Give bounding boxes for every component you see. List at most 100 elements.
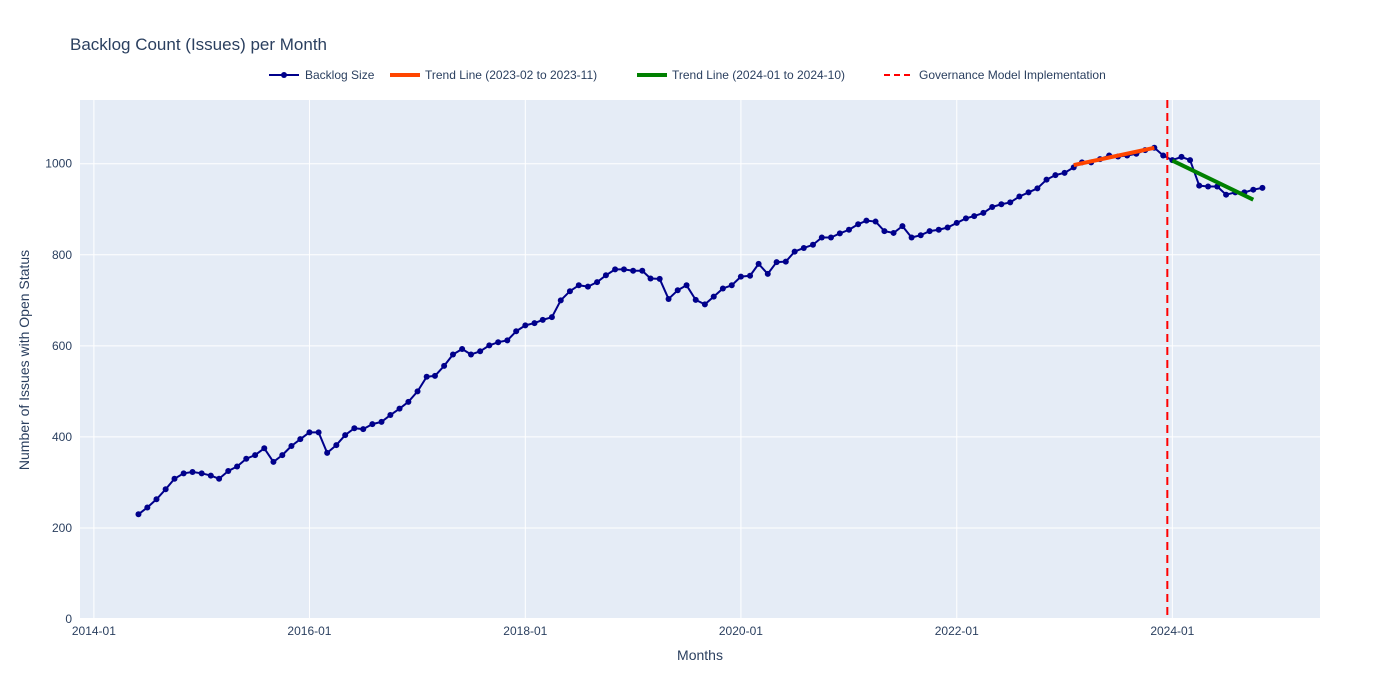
data-point-backlog (315, 429, 322, 436)
data-point-backlog (620, 266, 627, 273)
data-point-backlog (872, 218, 879, 225)
data-point-backlog (1034, 185, 1041, 192)
plot-area (80, 100, 1320, 619)
x-tick-label: 2024-01 (1150, 624, 1194, 638)
data-point-backlog (288, 443, 295, 449)
data-point-backlog (369, 421, 376, 428)
data-point-backlog (917, 232, 924, 239)
data-point-backlog (1160, 152, 1167, 159)
data-point-backlog (252, 452, 259, 459)
data-point-backlog (656, 275, 663, 282)
data-point-backlog (998, 201, 1005, 208)
data-point-backlog (944, 224, 951, 231)
data-point-backlog (1178, 153, 1185, 160)
data-point-backlog (584, 283, 591, 290)
data-point-backlog (890, 229, 897, 236)
data-point-backlog (513, 328, 520, 335)
data-point-backlog (782, 258, 789, 265)
data-point-backlog (441, 362, 448, 369)
legend-item-backlog[interactable]: Backlog Size (269, 68, 375, 82)
data-point-backlog (396, 405, 403, 412)
data-point-backlog (647, 275, 654, 282)
x-tick-label: 2016-01 (287, 624, 331, 638)
data-point-backlog (1007, 199, 1014, 206)
trend-line-2024 (1171, 158, 1255, 202)
data-point-backlog (953, 219, 960, 226)
data-point-backlog (467, 351, 474, 358)
data-point-backlog (153, 496, 160, 503)
data-point-backlog (306, 429, 313, 436)
data-point-backlog (935, 226, 942, 233)
data-point-backlog (630, 267, 637, 274)
data-point-backlog (665, 295, 672, 302)
data-point-backlog (459, 346, 466, 353)
data-point-backlog (737, 273, 744, 280)
data-point-backlog (791, 248, 798, 255)
data-point-backlog (612, 266, 619, 273)
data-point-backlog (908, 234, 915, 241)
data-point-backlog (692, 296, 699, 303)
chart-title: Backlog Count (Issues) per Month (70, 35, 327, 54)
legend-label-trend-1: Trend Line (2023-02 to 2023-11) (425, 68, 597, 82)
x-axis-label: Months (677, 647, 723, 663)
x-tick-label: 2014-01 (72, 624, 116, 638)
data-point-backlog (144, 504, 151, 511)
data-point-backlog (701, 301, 708, 308)
y-tick-label: 1000 (45, 157, 72, 171)
data-point-backlog (1223, 191, 1230, 198)
data-point-backlog (431, 372, 438, 379)
data-point-backlog (198, 470, 205, 477)
data-point-backlog (234, 463, 241, 470)
data-point-backlog (548, 314, 555, 321)
data-point-backlog (297, 436, 304, 443)
y-tick-label: 200 (52, 521, 72, 535)
data-point-backlog (827, 234, 834, 241)
data-point-backlog (683, 282, 690, 289)
data-point-backlog (1025, 189, 1032, 196)
data-point-backlog (1187, 157, 1194, 164)
x-axis-ticks: 2014-01 2016-01 2018-01 2020-01 2022-01 2024-… (72, 624, 1195, 638)
trend-line-2023 (1073, 145, 1155, 168)
y-axis-ticks: 0 200 400 600 800 1000 (45, 157, 72, 626)
data-point-backlog (836, 230, 843, 237)
data-point-backlog (360, 426, 367, 433)
data-point-backlog (225, 468, 232, 475)
data-point-backlog (243, 455, 250, 462)
data-point-backlog (1205, 183, 1212, 190)
data-point-backlog (594, 279, 601, 286)
legend-item-trend-2[interactable]: Trend Line (2024-01 to 2024-10) (637, 68, 845, 82)
data-point-backlog (180, 470, 187, 477)
data-point-backlog (557, 297, 564, 304)
data-point-backlog (1259, 184, 1266, 191)
x-tick-label: 2020-01 (719, 624, 763, 638)
data-point-backlog (747, 272, 754, 279)
data-point-backlog (531, 320, 538, 327)
legend-label-governance: Governance Model Implementation (919, 68, 1106, 82)
data-point-backlog (1061, 169, 1068, 176)
data-point-backlog (378, 418, 385, 425)
data-point-backlog (423, 373, 430, 380)
data-point-backlog (324, 449, 331, 456)
y-tick-label: 800 (52, 248, 72, 262)
data-point-backlog (575, 282, 582, 289)
data-point-backlog (1052, 172, 1059, 179)
data-point-backlog (162, 486, 169, 493)
chart-marks (135, 100, 1266, 619)
data-point-backlog (710, 293, 717, 300)
data-point-backlog (755, 260, 762, 267)
data-point-backlog (387, 412, 394, 419)
data-point-backlog (189, 468, 196, 475)
data-point-backlog (566, 288, 573, 295)
legend-item-governance[interactable]: Governance Model Implementation (884, 68, 1106, 82)
x-tick-label: 2018-01 (503, 624, 547, 638)
data-point-backlog (486, 342, 493, 349)
data-point-backlog (261, 445, 268, 452)
data-point-backlog (773, 259, 780, 266)
data-point-backlog (171, 475, 178, 482)
data-point-backlog (216, 475, 223, 482)
data-point-backlog (405, 398, 412, 405)
data-point-backlog (1196, 182, 1203, 189)
legend-item-trend-1[interactable]: Trend Line (2023-02 to 2023-11) (390, 68, 597, 82)
data-point-backlog (279, 452, 286, 459)
legend-marker-backlog (281, 72, 287, 78)
